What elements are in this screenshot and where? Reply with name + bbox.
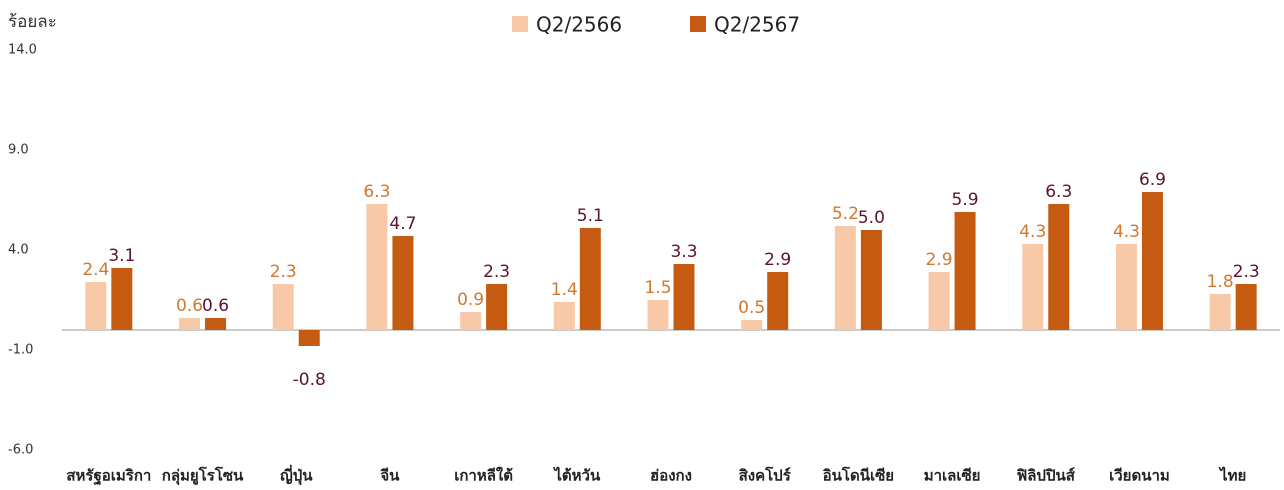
bar	[1022, 244, 1044, 330]
bar	[1209, 294, 1231, 330]
bar	[205, 318, 227, 330]
x-tick-label: กลุ่มยูโรโซน	[162, 466, 244, 486]
x-tick-label: เกาหลีใต้	[454, 467, 513, 485]
y-tick-label: -6.0	[8, 443, 33, 458]
legend-swatch	[512, 16, 528, 32]
data-label: 2.9	[764, 250, 791, 270]
data-label: 0.6	[176, 296, 203, 316]
x-tick-label: สิงคโปร์	[739, 466, 792, 485]
data-label: 6.9	[1139, 170, 1166, 190]
x-tick-label: ไทย	[1218, 466, 1246, 485]
bar	[767, 272, 789, 330]
bar	[392, 236, 414, 330]
x-tick-label: สหรัฐอเมริกา	[66, 467, 151, 486]
bar	[928, 272, 950, 330]
data-label: 3.3	[670, 242, 697, 262]
bar	[272, 284, 294, 330]
data-label: 5.9	[952, 190, 979, 210]
x-tick-label: จีน	[380, 467, 400, 485]
bar	[85, 282, 107, 330]
x-tick-label: ฮ่องกง	[650, 467, 692, 485]
data-label: 2.9	[926, 250, 953, 270]
data-label: 2.3	[270, 262, 297, 282]
x-tick-label: อินโดนีเซีย	[823, 466, 894, 485]
y-axis-label: ร้อยละ	[8, 12, 57, 32]
x-tick-label: ญี่ปุ่น	[280, 465, 313, 486]
data-label: 2.3	[1233, 262, 1260, 282]
x-tick-label: มาเลเซีย	[924, 467, 981, 485]
data-label: -0.8	[293, 370, 326, 390]
data-label: 2.4	[82, 260, 109, 280]
bar	[579, 228, 601, 330]
bar	[486, 284, 508, 330]
bar	[741, 320, 763, 330]
bar	[460, 312, 482, 330]
data-label: 5.1	[577, 206, 604, 226]
data-label: 3.1	[108, 246, 135, 266]
y-tick-label: -1.0	[8, 343, 33, 358]
bar	[673, 264, 695, 330]
data-label: 0.6	[202, 296, 229, 316]
data-label: 1.4	[551, 280, 578, 300]
bar	[1141, 192, 1163, 330]
data-label: 5.2	[832, 204, 859, 224]
bar	[834, 226, 856, 330]
data-label: 4.3	[1113, 222, 1140, 242]
bar	[111, 268, 133, 330]
data-label: 4.3	[1019, 222, 1046, 242]
data-label: 1.8	[1207, 272, 1234, 292]
y-tick-label: 9.0	[8, 143, 29, 158]
x-tick-label: ฟิลิปปินส์	[1017, 467, 1076, 485]
bar	[860, 230, 882, 330]
legend-label: Q2/2566	[536, 13, 622, 37]
bar	[179, 318, 201, 330]
x-tick-label: เวียดนาม	[1109, 467, 1170, 485]
bar	[1048, 204, 1070, 330]
data-label: 6.3	[363, 182, 390, 202]
bar	[553, 302, 575, 330]
bar	[1115, 244, 1137, 330]
data-label: 6.3	[1045, 182, 1072, 202]
legend-label: Q2/2567	[714, 13, 800, 37]
bar	[647, 300, 669, 330]
data-label: 1.5	[644, 278, 671, 298]
y-tick-label: 14.0	[8, 43, 37, 58]
data-label: 4.7	[389, 214, 416, 234]
data-label: 2.3	[483, 262, 510, 282]
y-tick-label: 4.0	[8, 243, 29, 258]
bar	[366, 204, 388, 330]
legend-swatch	[690, 16, 706, 32]
bar	[298, 330, 320, 346]
data-label: 5.0	[858, 208, 885, 228]
bar	[954, 212, 976, 330]
data-label: 0.5	[738, 298, 765, 318]
x-tick-label: ไต้หวัน	[552, 466, 601, 485]
bar	[1235, 284, 1257, 330]
data-label: 0.9	[457, 290, 484, 310]
